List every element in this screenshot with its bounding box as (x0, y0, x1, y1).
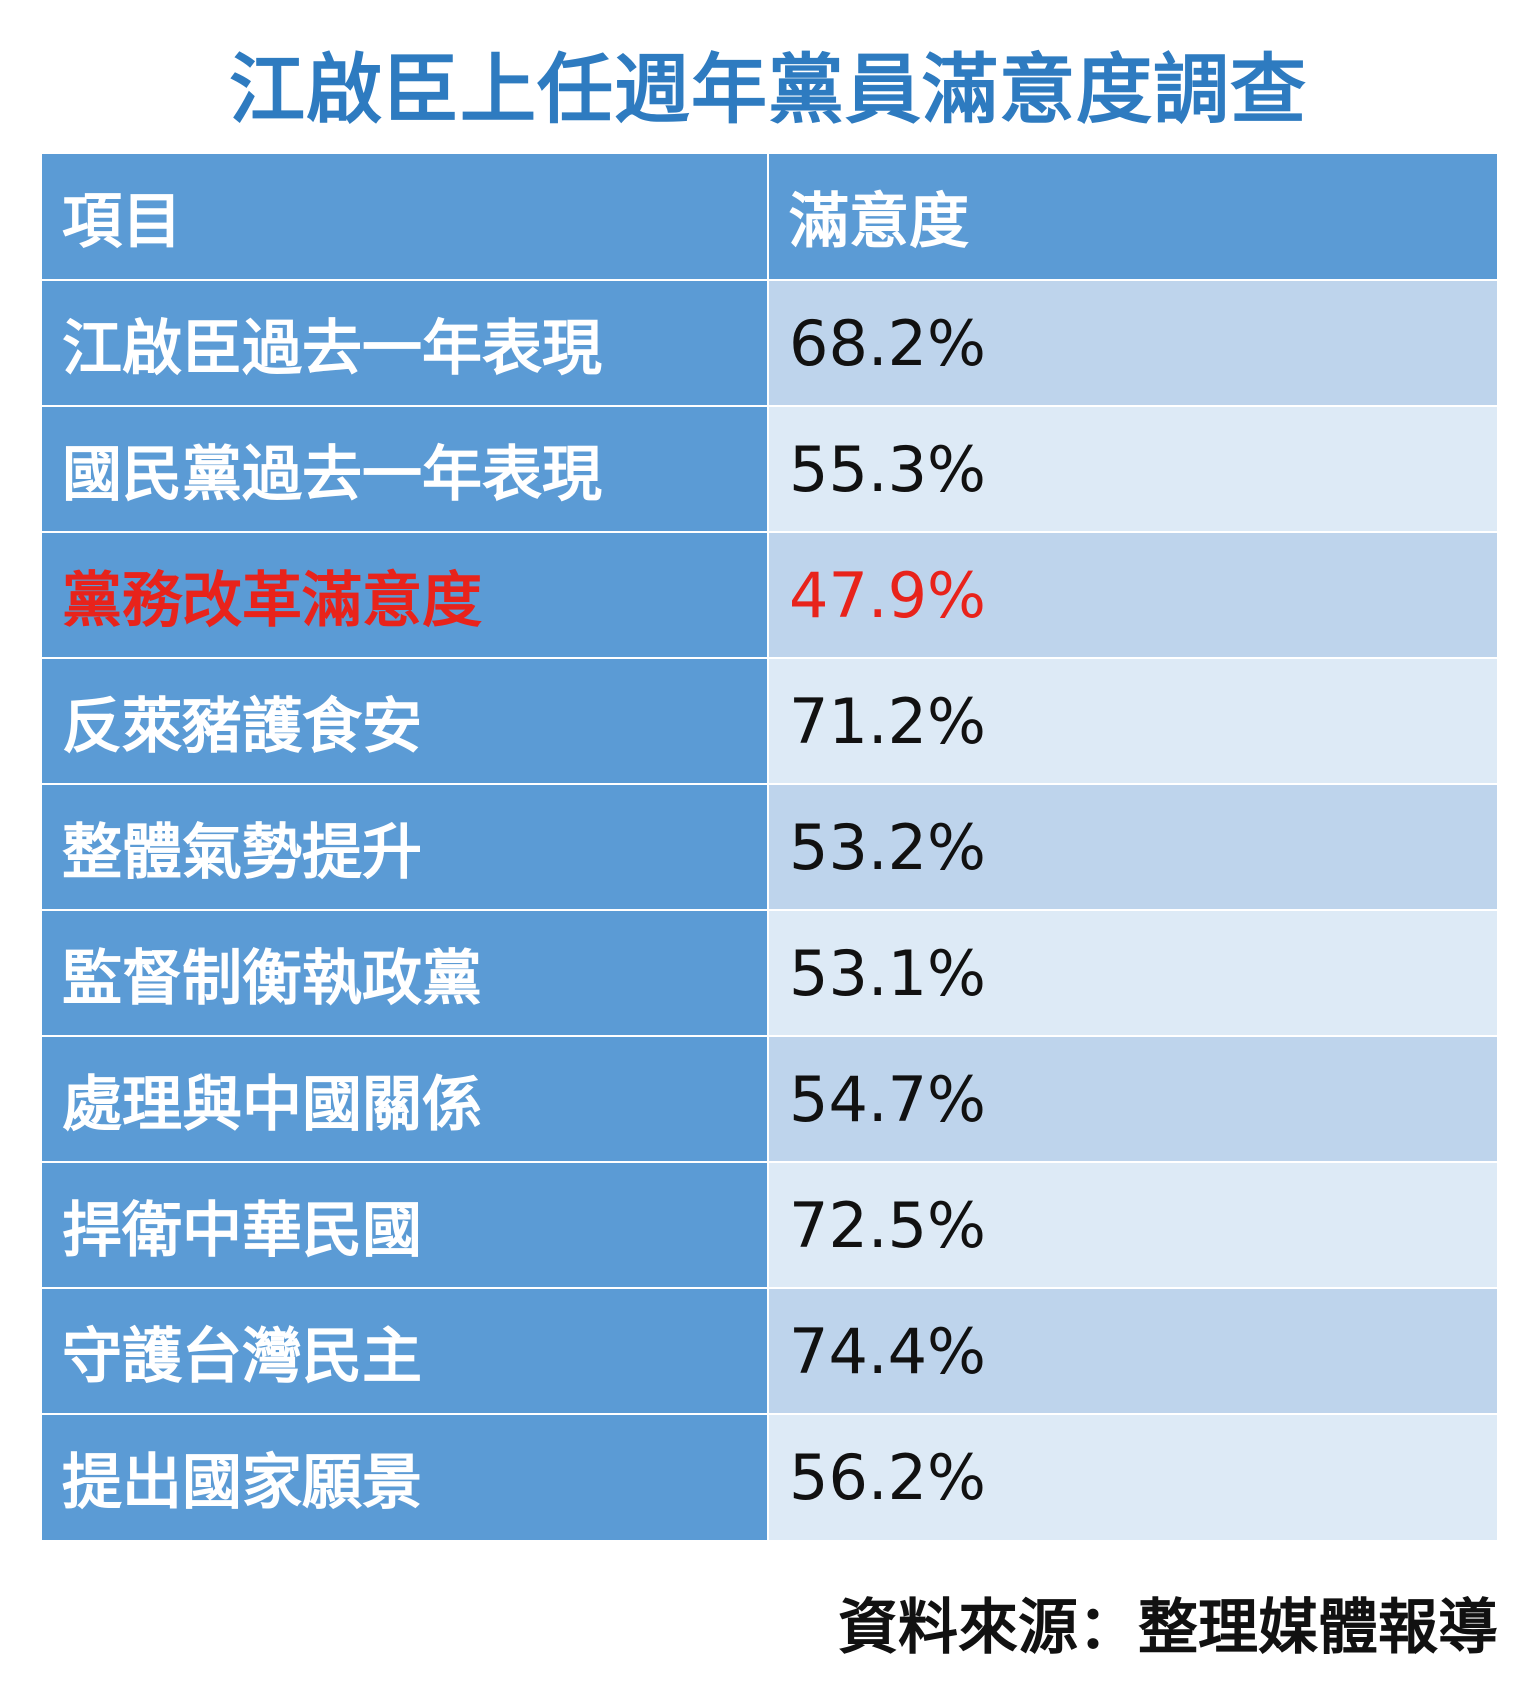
row-item-label: 捍衛中華民國 (42, 1161, 769, 1288)
row-item-label: 整體氣勢提升 (42, 783, 769, 910)
table-header-row: 項目 滿意度 (42, 154, 1497, 280)
chart-title: 江啟臣上任週年黨員滿意度調查 (229, 45, 1307, 134)
table-row: 提出國家願景 56.2% (42, 1413, 1497, 1540)
row-satisfaction-value: 74.4% (768, 1287, 1497, 1414)
row-satisfaction-value: 72.5% (768, 1161, 1497, 1288)
row-item-label: 守護台灣民主 (42, 1287, 769, 1414)
source-note: 資料來源：整理媒體報導 (838, 1593, 1498, 1663)
table-row: 監督制衡執政黨 53.1% (42, 909, 1497, 1036)
table-row: 黨務改革滿意度 47.9% (42, 531, 1497, 658)
table-body: 項目 滿意度 江啟臣過去一年表現 68.2% 國民黨過去一年表現 55.3% 黨務改革滿… (42, 154, 1497, 1540)
row-satisfaction-value: 68.2% (768, 279, 1497, 406)
header-satisfaction: 滿意度 (768, 154, 1497, 280)
row-satisfaction-value: 47.9% (768, 531, 1497, 658)
row-satisfaction-value: 55.3% (768, 405, 1497, 532)
table-row: 整體氣勢提升 53.2% (42, 783, 1497, 910)
row-item-label: 國民黨過去一年表現 (42, 405, 769, 532)
table-row: 守護台灣民主 74.4% (42, 1287, 1497, 1414)
row-satisfaction-value: 53.2% (768, 783, 1497, 910)
row-item-label: 江啟臣過去一年表現 (42, 279, 769, 406)
row-item-label: 黨務改革滿意度 (42, 531, 769, 658)
row-item-label: 提出國家願景 (42, 1413, 769, 1540)
table-row: 江啟臣過去一年表現 68.2% (42, 279, 1497, 406)
table-row: 反萊豬護食安 71.2% (42, 657, 1497, 784)
table-row: 捍衛中華民國 72.5% (42, 1161, 1497, 1288)
table-row: 處理與中國關係 54.7% (42, 1035, 1497, 1162)
row-item-label: 處理與中國關係 (42, 1035, 769, 1162)
header-item: 項目 (42, 154, 769, 280)
row-satisfaction-value: 53.1% (768, 909, 1497, 1036)
row-satisfaction-value: 54.7% (768, 1035, 1497, 1162)
row-item-label: 反萊豬護食安 (42, 657, 769, 784)
satisfaction-table: 項目 滿意度 江啟臣過去一年表現 68.2% 國民黨過去一年表現 55.3% 黨務改革滿… (42, 154, 1497, 1540)
row-satisfaction-value: 71.2% (768, 657, 1497, 784)
row-item-label: 監督制衡執政黨 (42, 909, 769, 1036)
table-row: 國民黨過去一年表現 55.3% (42, 405, 1497, 532)
row-satisfaction-value: 56.2% (768, 1413, 1497, 1540)
